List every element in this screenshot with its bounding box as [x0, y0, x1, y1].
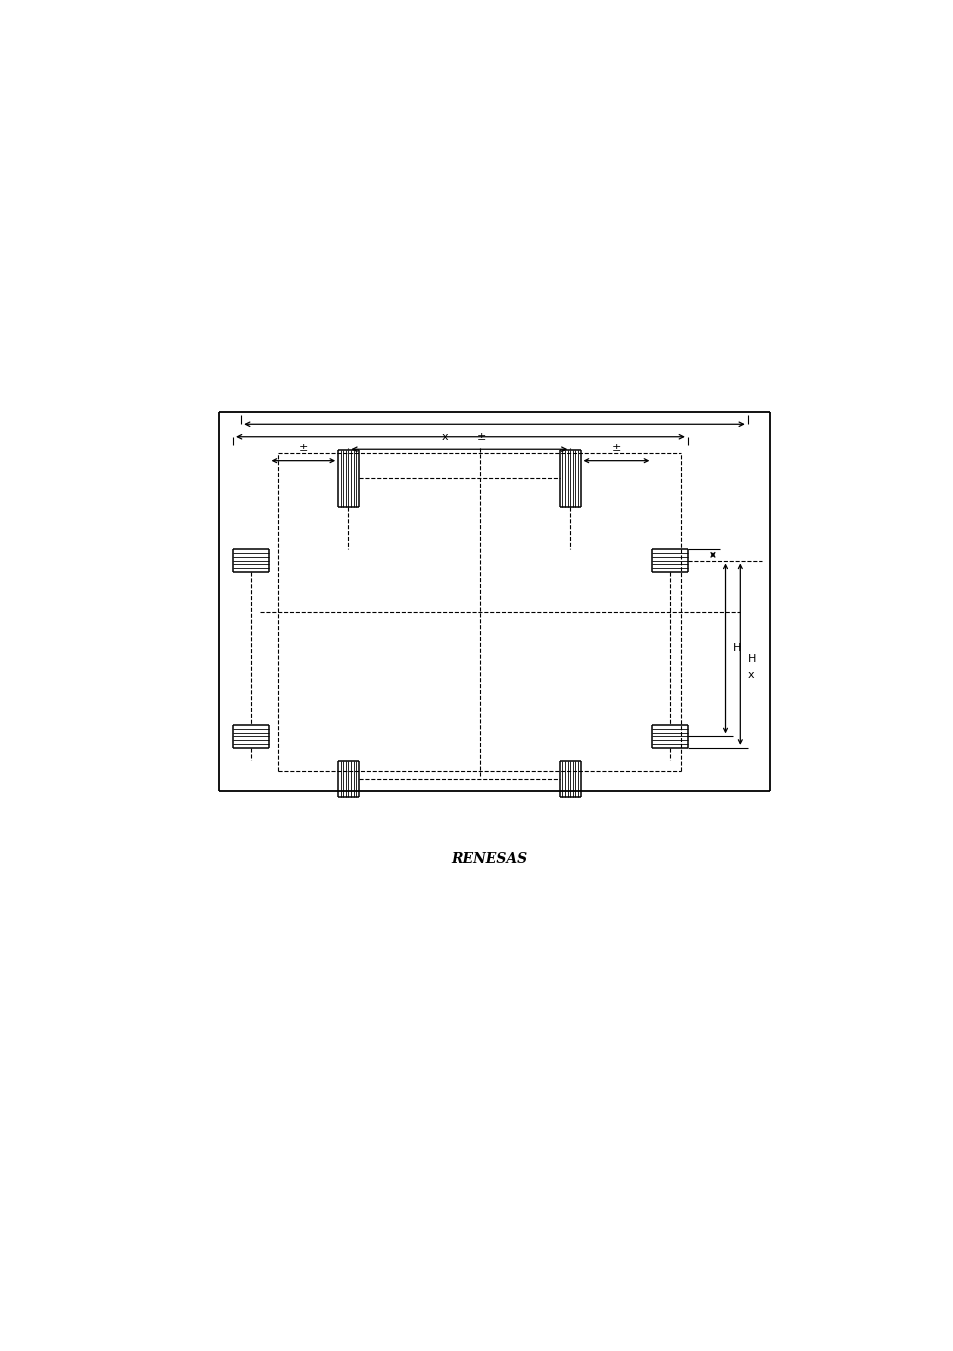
Text: ±: ± — [476, 432, 486, 442]
Text: x: x — [441, 432, 447, 442]
Text: ±: ± — [611, 443, 620, 454]
Text: ±: ± — [298, 443, 308, 454]
Text: H: H — [732, 643, 740, 654]
Text: H: H — [747, 654, 756, 663]
Text: x: x — [747, 670, 754, 680]
Text: RENESAS: RENESAS — [451, 852, 526, 866]
